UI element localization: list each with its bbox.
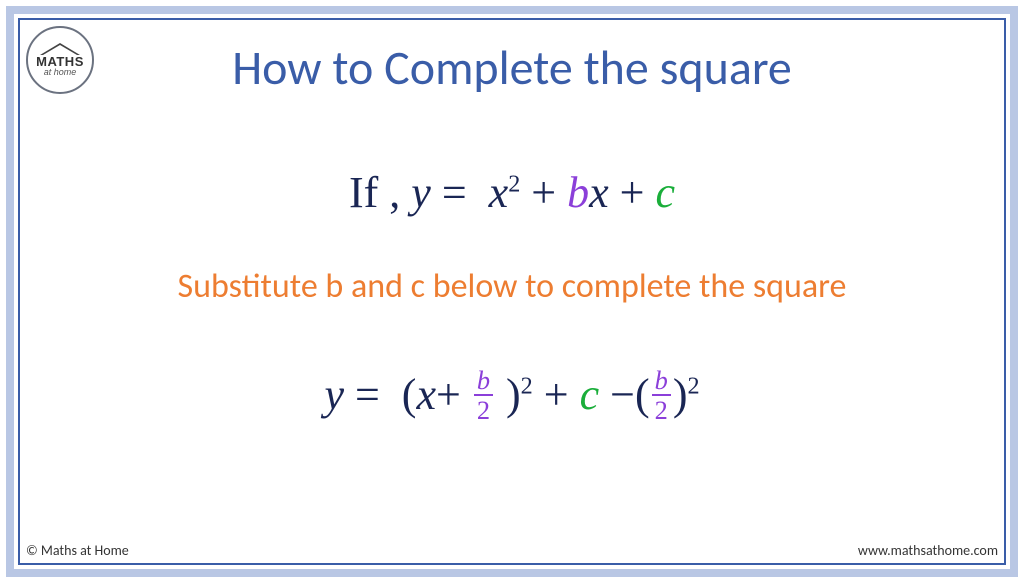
eq1-plus1: + [520,168,567,217]
eq2-frac1-den: 2 [474,396,493,423]
eq1-b: b [567,168,589,217]
eq2-frac2: b2 [652,367,671,424]
eq2-plus: + [436,370,472,419]
outer-border: MATHS at home How to Complete the square… [6,6,1018,577]
eq2-frac1: b2 [474,367,493,424]
brand-logo: MATHS at home [26,26,94,94]
logo-roof-icon [40,43,80,57]
inner-border: MATHS at home How to Complete the square… [18,18,1006,565]
eq2-equals: = [344,370,391,419]
eq2-rparen1: ) [495,370,521,419]
eq2-c: c [580,370,600,419]
page-title: How to Complete the square [20,38,1004,97]
equation-given: If , y = x2 + bx + c [20,167,1004,218]
eq2-lparen2: ( [635,370,650,419]
equation-result: y = (x+ b2 )2 + c −(b2)2 [20,369,1004,427]
eq2-rparen2: ) [673,370,688,419]
eq1-equals: = [431,168,478,217]
eq2-lparen1: ( [402,370,417,419]
eq1-prefix: If , [349,168,411,217]
eq2-sq2: 2 [687,372,699,399]
eq1-x: x [489,168,509,217]
eq2-frac1-num: b [474,367,493,396]
instruction-text: Substitute b and c below to complete the… [20,266,1004,307]
eq1-x2: x [589,168,609,217]
eq2-sq1: 2 [521,372,533,399]
eq2-frac2-den: 2 [652,396,671,423]
logo-text-sub: at home [44,68,77,77]
eq1-plus2: + [609,168,656,217]
eq1-y: y [411,168,431,217]
eq2-x: x [416,370,436,419]
eq1-sq: 2 [508,170,520,197]
eq2-frac2-num: b [652,367,671,396]
eq1-c: c [655,168,675,217]
eq2-y: y [324,370,344,419]
footer-copyright: © Maths at Home [26,542,129,559]
eq2-plus2: + [533,370,580,419]
footer-url: www.mathsathome.com [858,542,998,559]
eq2-minus: − [599,370,635,419]
